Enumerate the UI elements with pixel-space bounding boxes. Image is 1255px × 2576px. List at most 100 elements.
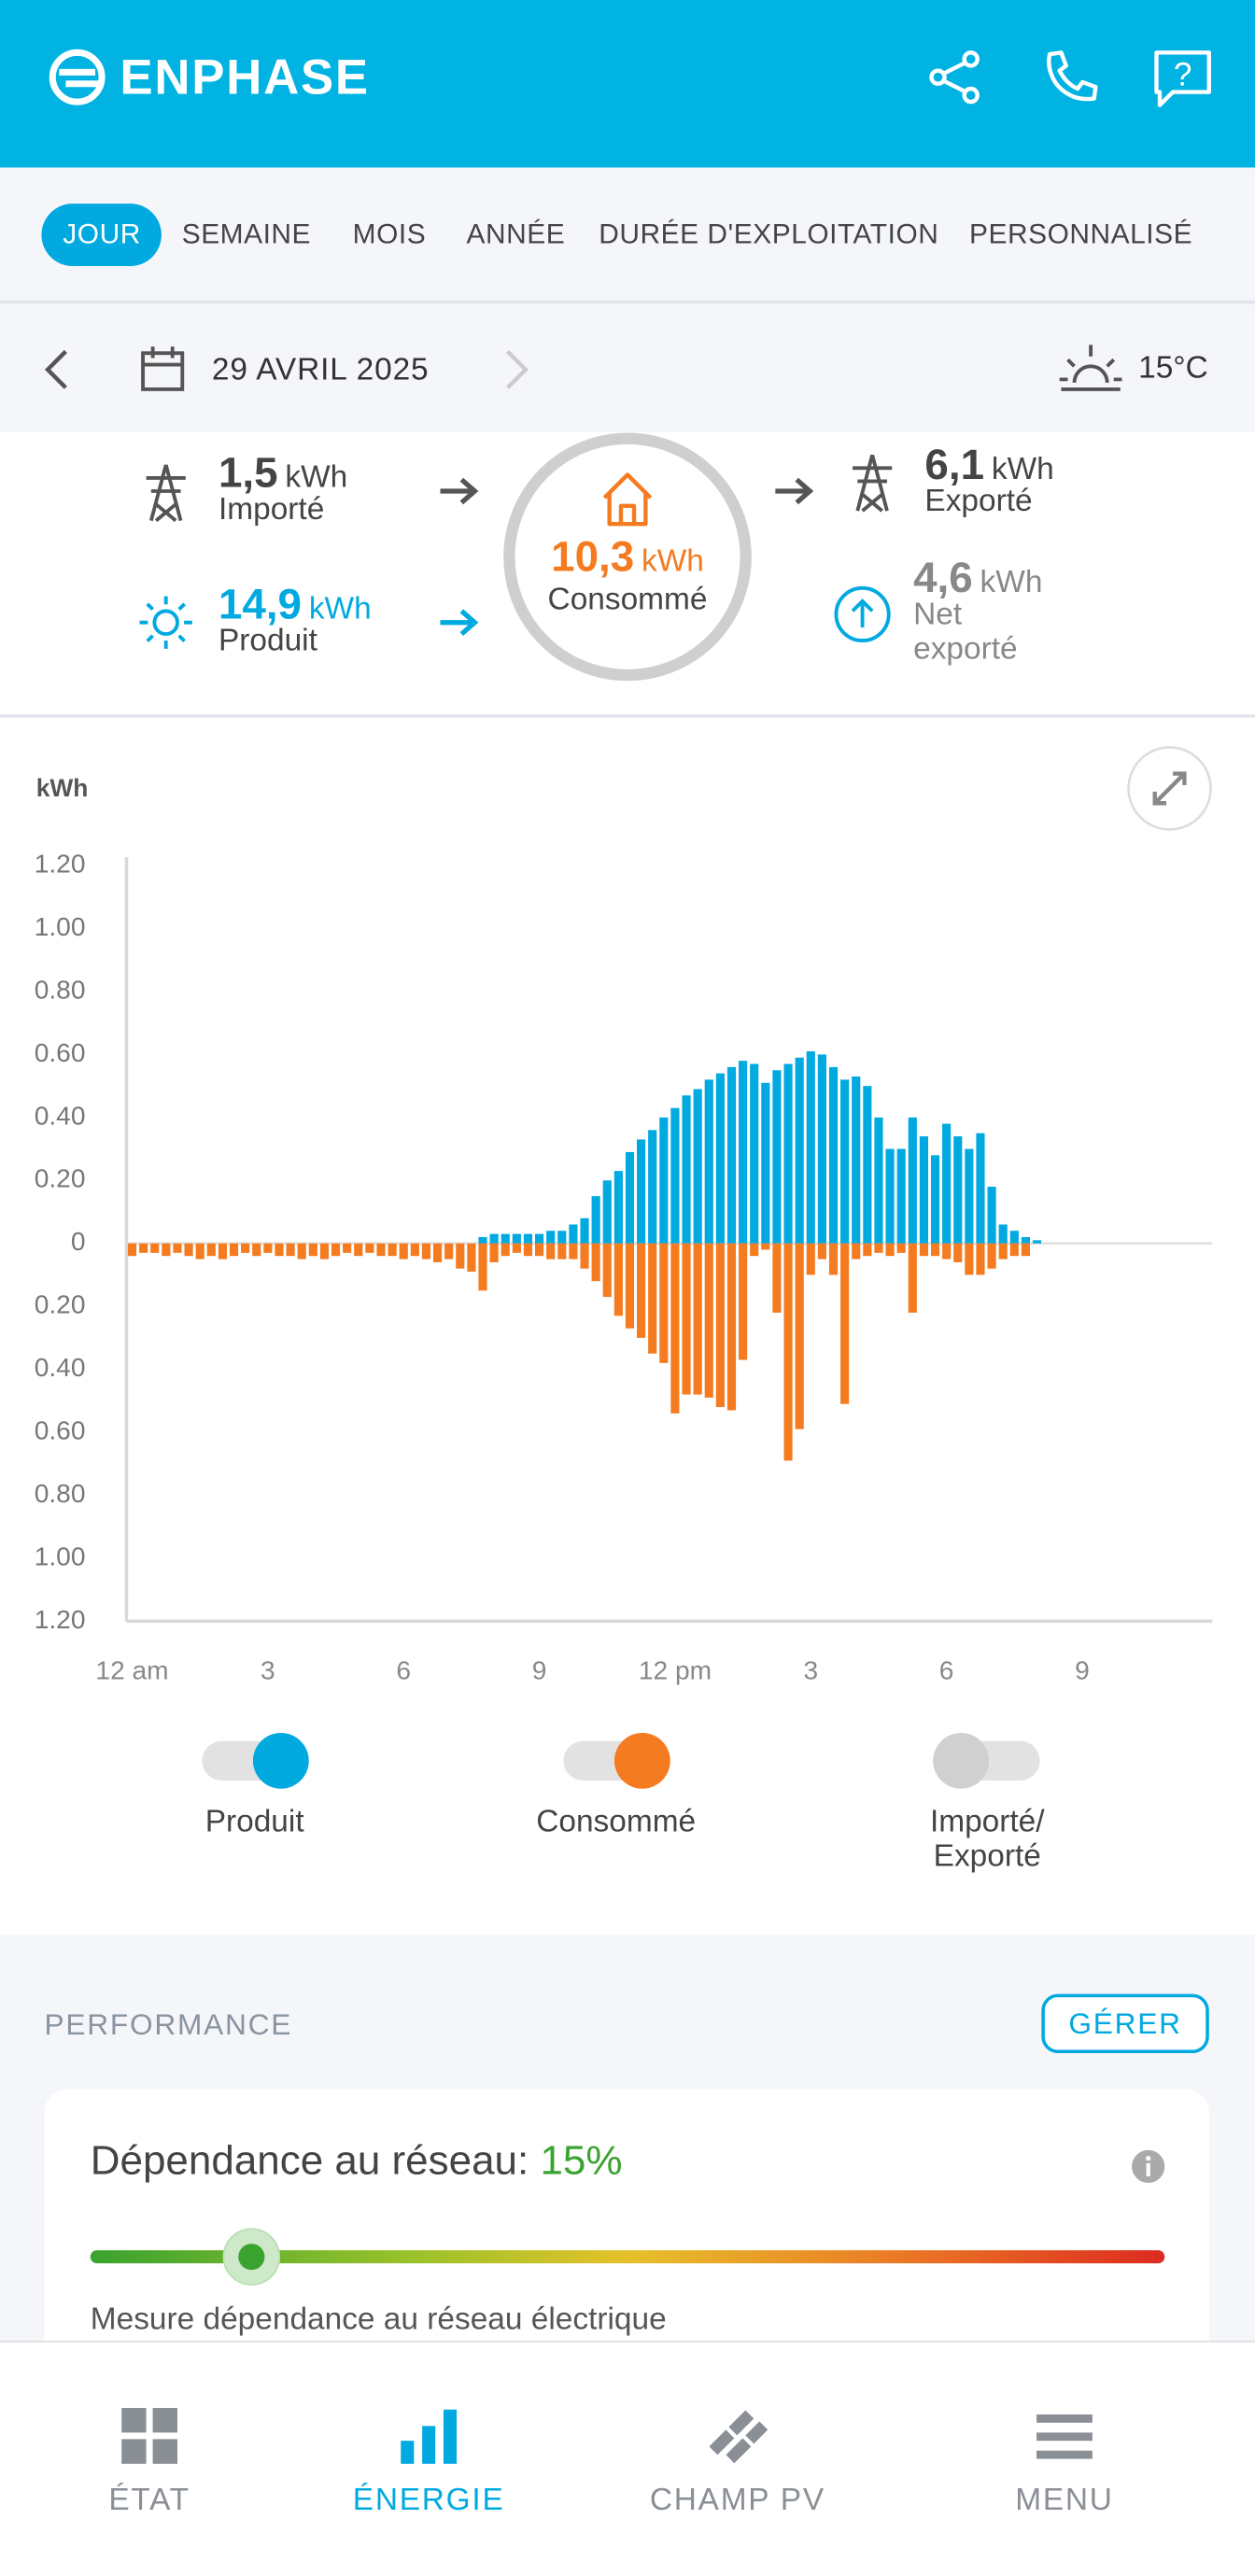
bar: [535, 1243, 544, 1257]
chart-section: kWh 1.20 1.00 0.80 0.60 0.40 0.20 0 0.20 0.40 0.6…: [0, 717, 1255, 1936]
bar: [795, 1243, 804, 1429]
bar: [817, 1054, 826, 1244]
nav-icon[interactable]: [1034, 2404, 1099, 2470]
bar: [512, 1233, 521, 1244]
bar: [783, 1243, 793, 1461]
sun-icon: [139, 596, 192, 649]
bar: [263, 1243, 273, 1253]
y-tick-label: 0.20: [35, 1164, 86, 1193]
y-tick-label: 1.20: [35, 1605, 86, 1634]
bar: [195, 1243, 204, 1260]
legend-toggle[interactable]: [563, 1732, 670, 1789]
bar: [965, 1243, 974, 1275]
nav-label[interactable]: MENU: [1015, 2483, 1114, 2518]
bar: [806, 1051, 815, 1244]
bar: [670, 1107, 680, 1244]
manage-button[interactable]: GÉRER: [1041, 1993, 1209, 2053]
bar: [162, 1243, 171, 1257]
y-tick-label: 1.20: [35, 850, 86, 879]
bar: [399, 1243, 408, 1260]
info-icon[interactable]: [1129, 2147, 1168, 2186]
bar: [637, 1243, 646, 1338]
bar: [750, 1243, 759, 1257]
y-tick-label: 0.20: [35, 1290, 86, 1319]
bar: [591, 1196, 600, 1244]
tab[interactable]: MOIS: [352, 218, 427, 250]
bar: [580, 1218, 589, 1244]
legend: Produit Consommé Importé/ Exporté: [0, 1703, 1255, 1933]
bar: [569, 1243, 578, 1260]
dependency-caption: Mesure dépendance au réseau électrique: [90, 2302, 667, 2338]
bar: [896, 1243, 906, 1253]
nav-icon[interactable]: [706, 2404, 771, 2470]
arrow: [440, 609, 479, 637]
bar: [670, 1243, 680, 1414]
tab[interactable]: SEMAINE: [181, 218, 312, 250]
bar: [241, 1243, 250, 1253]
nav-label[interactable]: ÉNERGIE: [352, 2483, 505, 2518]
x-tick-label: 9: [1075, 1655, 1090, 1684]
calendar-icon: [141, 346, 185, 391]
bar: [1021, 1243, 1031, 1257]
bar: [478, 1243, 487, 1291]
x-tick-label: 12 pm: [639, 1655, 712, 1684]
net-exported-value: 4,6 kWh: [913, 552, 1043, 602]
bar: [693, 1243, 702, 1395]
bar: [1032, 1240, 1042, 1244]
phone-button[interactable]: [1041, 48, 1100, 106]
bar: [1021, 1236, 1031, 1244]
tab[interactable]: DURÉE D'EXPLOITATION: [599, 218, 939, 250]
nav-label[interactable]: CHAMP PV: [649, 2483, 825, 2518]
bar: [252, 1243, 261, 1257]
y-tick-label: 0.60: [35, 1415, 86, 1444]
svg-text:?: ?: [1174, 56, 1192, 92]
next-button[interactable]: [500, 346, 536, 392]
bar: [648, 1243, 657, 1354]
bar: [308, 1243, 317, 1257]
share-button[interactable]: [926, 48, 985, 106]
bar: [444, 1243, 454, 1260]
tab[interactable]: JOUR: [41, 204, 162, 266]
bar: [817, 1243, 826, 1260]
legend-toggle[interactable]: [933, 1732, 1040, 1789]
bar: [184, 1243, 193, 1257]
bar: [376, 1243, 386, 1257]
bar: [319, 1243, 330, 1260]
slider-knob: [238, 2244, 265, 2271]
x-tick-label: 3: [803, 1655, 818, 1684]
bar: [704, 1079, 713, 1244]
bar: [806, 1243, 815, 1275]
legend-label: Importé/ Exporté: [929, 1805, 1045, 1875]
bar: [953, 1243, 963, 1262]
x-tick-label: 12 am: [95, 1655, 168, 1684]
nav-label[interactable]: ÉTAT: [108, 2483, 190, 2518]
brand: ENPHASE: [120, 50, 370, 106]
bar: [625, 1243, 635, 1329]
bar: [726, 1243, 737, 1411]
help-button[interactable]: ?: [1151, 48, 1214, 110]
x-tick-label: 9: [532, 1655, 547, 1684]
consumed-ring: [503, 432, 752, 682]
tab[interactable]: ANNÉE: [466, 218, 566, 250]
bar: [501, 1233, 510, 1244]
bar: [139, 1243, 148, 1253]
bar: [942, 1243, 952, 1260]
energy-chart: kWh 1.20 1.00 0.80 0.60 0.40 0.20 0 0.20 0.40 0.6…: [35, 746, 1213, 1684]
produced-value: 14,9 kWh: [218, 579, 372, 628]
bar: [546, 1231, 556, 1244]
bar: [930, 1155, 940, 1244]
nav-icon[interactable]: [119, 2404, 184, 2470]
bar: [998, 1224, 1008, 1244]
tab[interactable]: PERSONNALISÉ: [969, 218, 1193, 250]
logo-icon: [49, 49, 106, 106]
bar: [919, 1136, 928, 1244]
bar: [828, 1243, 839, 1275]
expand-button[interactable]: [1127, 746, 1212, 831]
legend-toggle[interactable]: [202, 1732, 309, 1789]
bar: [761, 1082, 770, 1244]
bar: [410, 1243, 419, 1257]
nav-icon[interactable]: [398, 2404, 463, 2470]
prev-button[interactable]: [39, 346, 76, 392]
bar: [659, 1243, 669, 1363]
